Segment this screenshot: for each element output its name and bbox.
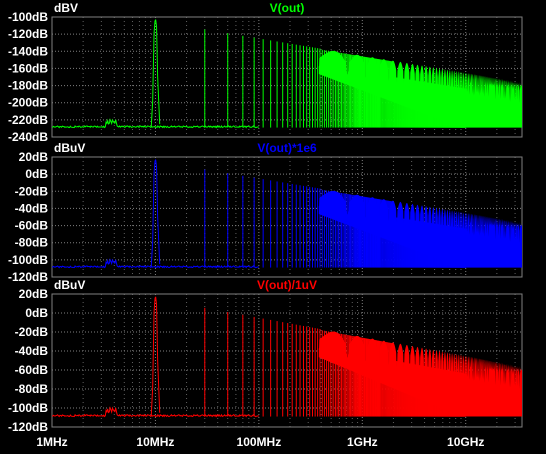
unit-label: dBuV xyxy=(54,141,85,155)
plot-frame xyxy=(51,156,523,278)
x-tick-label: 100MHz xyxy=(237,435,282,449)
trace-harmonics xyxy=(204,307,321,417)
trace-title: V(out)/1uV xyxy=(257,278,317,292)
y-tick-label: -160dB xyxy=(8,61,48,75)
x-tick-label: 10GHz xyxy=(447,435,484,449)
y-tick-label: -100dB xyxy=(8,253,48,267)
y-tick-label: -40dB xyxy=(15,344,49,358)
trace-fundamental xyxy=(150,19,161,128)
y-tick-label: -100dB xyxy=(8,401,48,415)
y-tick-label: -240dB xyxy=(8,130,48,144)
y-tick-label: -40dB xyxy=(15,201,49,215)
panel-3: 20dB 0dB -20dB -40dB -60dB -80dB -100dB -120dB d… xyxy=(8,278,523,434)
x-tick-label: 1GHz xyxy=(347,435,378,449)
y-tick-label: -140dB xyxy=(8,44,48,58)
plot-frame xyxy=(51,293,523,428)
unit-label: dBuV xyxy=(54,278,85,292)
unit-label: dBV xyxy=(54,1,78,15)
trace-dense-comb xyxy=(318,330,522,417)
y-tick-label: -200dB xyxy=(8,96,48,110)
x-tick-label: 10MHz xyxy=(136,435,174,449)
trace-fundamental xyxy=(150,296,161,417)
y-tick-label: -60dB xyxy=(15,219,49,233)
trace-noise-floor xyxy=(52,118,259,129)
trace-dense-comb xyxy=(318,49,522,128)
y-tick-label: -220dB xyxy=(8,113,48,127)
y-tick-label: -100dB xyxy=(8,10,48,24)
x-tick-label: 1MHz xyxy=(36,435,67,449)
panel-1: -100dB -120dB -140dB -160dB -180dB -200dB -220… xyxy=(8,1,523,144)
y-tick-label: 20dB xyxy=(19,150,49,164)
y-tick-label: -120dB xyxy=(8,420,48,434)
trace-noise-floor xyxy=(52,258,259,269)
y-tick-label: -80dB xyxy=(15,382,49,396)
trace-title: V(out) xyxy=(270,1,305,15)
trace-title: V(out)*1e6 xyxy=(257,141,317,155)
y-tick-label: -20dB xyxy=(15,184,49,198)
y-tick-label: -120dB xyxy=(8,27,48,41)
panel-2: 20dB 0dB -20dB -40dB -60dB -80dB -100dB -120dB d… xyxy=(8,141,523,284)
y-tick-label: -180dB xyxy=(8,79,48,93)
x-axis: 1MHz 10MHz 100MHz 1GHz 10GHz xyxy=(36,435,484,449)
y-tick-label: 0dB xyxy=(25,306,48,320)
y-tick-label: -60dB xyxy=(15,363,49,377)
plot-frame xyxy=(51,16,523,138)
y-tick-label: -80dB xyxy=(15,236,49,250)
y-tick-label: -120dB xyxy=(8,270,48,284)
trace-noise-floor xyxy=(52,406,259,418)
y-tick-label: -20dB xyxy=(15,325,49,339)
trace-fundamental xyxy=(150,159,161,268)
y-tick-label: 0dB xyxy=(25,167,48,181)
trace-harmonics xyxy=(204,169,321,268)
trace-dense-comb xyxy=(318,189,522,268)
y-tick-label: 20dB xyxy=(19,287,49,301)
trace-harmonics xyxy=(204,29,321,128)
